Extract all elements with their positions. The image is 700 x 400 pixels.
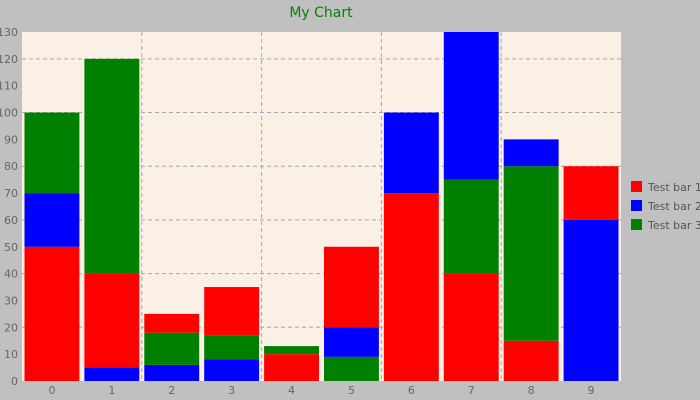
legend-label: Test bar 2 (647, 200, 700, 213)
x-tick-label: 4 (288, 384, 295, 397)
y-tick-label: 130 (0, 26, 18, 39)
x-tick-label: 0 (48, 384, 55, 397)
bar-segment (204, 287, 260, 336)
y-tick-label: 30 (4, 294, 18, 307)
bar-segment (84, 367, 140, 381)
bar-segment (24, 193, 80, 247)
bar-segment (324, 356, 379, 381)
bar-segment (264, 346, 319, 355)
bar-segment (443, 179, 499, 274)
bars (24, 32, 619, 381)
bar-segment (503, 166, 559, 341)
y-tick-label: 20 (4, 321, 18, 334)
x-tick-label: 3 (228, 384, 235, 397)
bar-segment (503, 340, 559, 381)
bar-segment (383, 112, 439, 194)
x-tick-label: 9 (588, 384, 595, 397)
bar-segment (324, 246, 379, 328)
bar-segment (144, 313, 200, 333)
bar-segment (204, 335, 260, 360)
bar-segment (563, 166, 619, 220)
x-tick-label: 7 (468, 384, 475, 397)
bar-segment (264, 354, 319, 381)
y-tick-label: 70 (4, 187, 18, 200)
bar-segment (84, 273, 140, 368)
y-tick-label: 120 (0, 53, 18, 66)
y-tick-label: 90 (4, 133, 18, 146)
bar-segment (443, 32, 499, 180)
legend-label: Test bar 1 (647, 181, 700, 194)
bar-segment (144, 364, 200, 381)
y-tick-label: 10 (4, 348, 18, 361)
y-tick-label: 60 (4, 214, 18, 227)
legend-label: Test bar 3 (647, 219, 700, 232)
legend-swatch (631, 219, 642, 230)
bar-segment (204, 359, 260, 381)
bar-segment (144, 332, 200, 365)
y-tick-label: 80 (4, 160, 18, 173)
x-axis: 0 1 2 3 4 5 6 7 8 9 (48, 384, 594, 397)
x-tick-label: 6 (408, 384, 415, 397)
bar-segment (503, 139, 559, 167)
bar-segment (563, 219, 619, 381)
y-axis: 0 10 20 30 40 50 60 70 80 90 100 110 120 130 (0, 26, 18, 388)
x-tick-label: 5 (348, 384, 355, 397)
y-tick-label: 100 (0, 107, 18, 120)
y-tick-label: 40 (4, 268, 18, 281)
y-tick-label: 50 (4, 241, 18, 254)
y-tick-label: 110 (0, 80, 18, 93)
x-tick-label: 8 (528, 384, 535, 397)
bar-segment (24, 112, 80, 194)
chart-title: My Chart (289, 5, 353, 21)
bar-segment (324, 327, 379, 357)
bar-segment (383, 193, 439, 381)
legend: Test bar 1 Test bar 2 Test bar 3 (631, 181, 700, 232)
x-tick-label: 1 (108, 384, 115, 397)
bar-segment (443, 273, 499, 381)
legend-swatch (631, 181, 642, 192)
x-tick-label: 2 (168, 384, 175, 397)
bar-segment (84, 58, 140, 274)
y-tick-label: 0 (11, 375, 18, 388)
bar-segment (24, 246, 80, 381)
legend-swatch (631, 200, 642, 211)
